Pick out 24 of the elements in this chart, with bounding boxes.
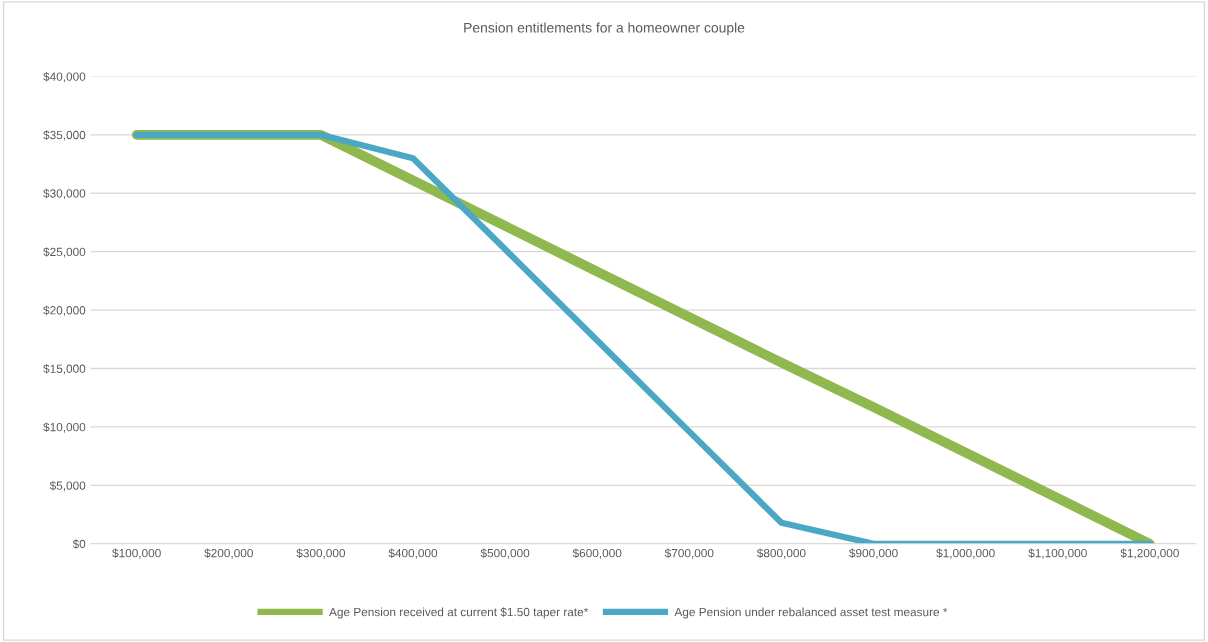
x-tick-label: $1,000,000 (936, 548, 995, 559)
x-tick-label: $1,100,000 (1028, 548, 1087, 559)
y-tick-label: $0 (72, 539, 86, 549)
y-tick-label: $10,000 (43, 422, 86, 433)
y-tick-label: $25,000 (43, 247, 86, 258)
x-tick-label: $800,000 (756, 548, 806, 559)
x-tick-label: $300,000 (296, 548, 346, 559)
x-tick-label: $900,000 (849, 548, 898, 559)
legend-label: Age Pension under rebalanced asset test measure * (674, 607, 948, 619)
y-tick-label: $40,000 (43, 71, 86, 83)
x-tick-label: $500,000 (480, 548, 530, 559)
x-tick-label: $100,000 (112, 548, 161, 559)
y-tick-label: $5,000 (49, 480, 86, 492)
x-tick-label: $400,000 (388, 548, 438, 559)
legend-label: Age Pension received at current $1.50 taper rate* (329, 607, 589, 619)
x-tick-label: $600,000 (572, 548, 622, 559)
y-tick-label: $15,000 (43, 364, 86, 375)
x-tick-label: $700,000 (664, 548, 714, 559)
x-tick-label: $200,000 (204, 548, 253, 559)
chart-title: Pension entitlements for a homeowner couple (464, 22, 745, 36)
x-tick-label: $1,200,000 (1120, 548, 1179, 559)
y-tick-label: $35,000 (43, 130, 86, 141)
y-tick-label: $30,000 (43, 188, 86, 200)
y-tick-label: $20,000 (43, 305, 86, 316)
